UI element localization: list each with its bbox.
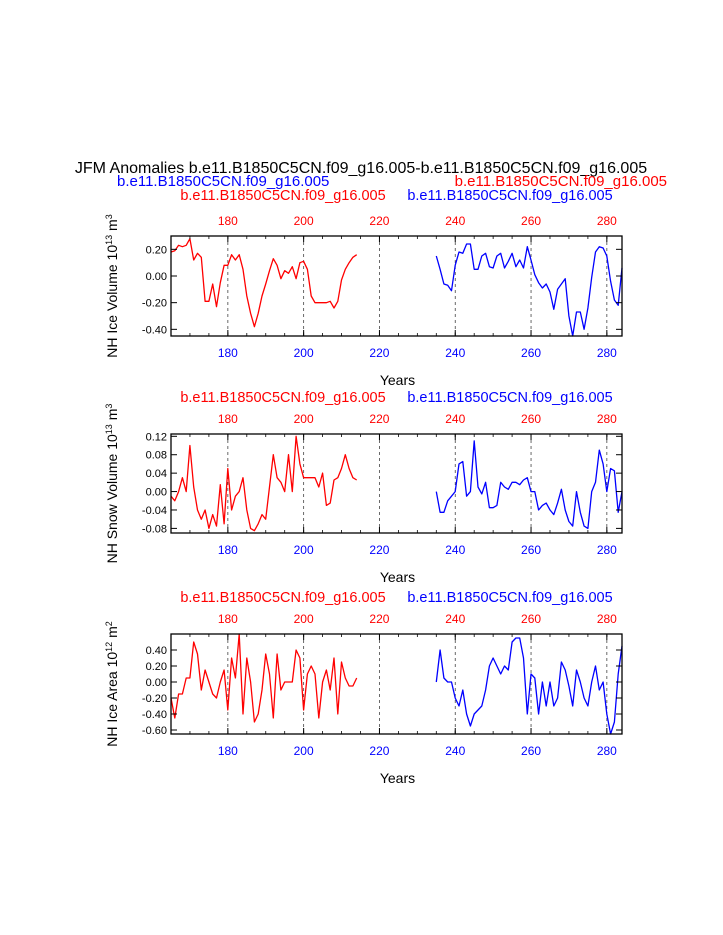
x-tick-label-red: 260 <box>521 412 541 426</box>
red-case-label: b.e11.B1850C5CN.f09_g16.005 <box>180 390 385 406</box>
x-tick-label-blue: 180 <box>218 346 238 360</box>
y-tick-label: -0.20 <box>142 693 167 705</box>
x-axis-label: Years <box>380 372 415 388</box>
x-tick-label-red: 240 <box>445 214 465 228</box>
x-tick-label-red: 200 <box>294 214 314 228</box>
y-tick-label: 0.12 <box>146 431 167 443</box>
x-tick-label-red: 220 <box>369 612 389 626</box>
figure-title: JFM Anomalies b.e11.B1850C5CN.f09_g16.00… <box>75 160 647 177</box>
y-tick-label: 0.00 <box>146 487 167 499</box>
x-tick-label-red: 220 <box>369 214 389 228</box>
blue-series-line <box>435 637 623 735</box>
y-axis-label-unit-exponent: 3 <box>104 214 114 219</box>
y-tick-label: -0.04 <box>142 505 167 517</box>
x-tick-label-red: 180 <box>218 214 238 228</box>
x-tick-label-blue: 220 <box>369 346 389 360</box>
blue-series-line <box>435 440 623 530</box>
red-series-line <box>170 435 358 532</box>
red-case-label: b.e11.B1850C5CN.f09_g16.005 <box>180 188 385 204</box>
y-tick-label: 0.20 <box>146 244 167 256</box>
y-axis-label-unit-exponent: 2 <box>104 621 114 626</box>
x-tick-label-red: 220 <box>369 412 389 426</box>
x-tick-label-red: 240 <box>445 612 465 626</box>
x-tick-label-red: 200 <box>294 612 314 626</box>
x-tick-label-blue: 200 <box>294 543 314 557</box>
x-tick-label-red: 260 <box>521 612 541 626</box>
plot-frame <box>170 633 623 735</box>
chart-panels: 0.20 0.00 -0.20 -0.40 180 200 220 240 260 280 180 2… <box>104 188 623 786</box>
x-axis-label: Years <box>380 770 415 786</box>
y-axis-label-exponent: 13 <box>104 235 114 245</box>
x-tick-label-blue: 200 <box>294 744 314 758</box>
blue-case-label: b.e11.B1850C5CN.f09_g16.005 <box>407 188 612 204</box>
x-tick-label-red: 280 <box>597 412 617 426</box>
x-tick-label-blue: 240 <box>445 744 465 758</box>
x-tick-label-blue: 280 <box>597 346 617 360</box>
y-tick-label: 0.20 <box>146 661 167 673</box>
x-axis-label: Years <box>380 569 415 585</box>
blue-case-label: b.e11.B1850C5CN.f09_g16.005 <box>407 590 612 606</box>
x-tick-label-red: 260 <box>521 214 541 228</box>
y-axis-label-text: NH Ice Area 10 <box>104 652 120 747</box>
y-tick-label: -0.60 <box>142 725 167 737</box>
chart-panel-1: 0.20 0.00 -0.20 -0.40 180 200 220 240 260 280 180 2… <box>104 188 623 388</box>
y-axis-label-text: NH Snow Volume 10 <box>104 434 120 563</box>
x-tick-label-blue: 240 <box>445 543 465 557</box>
x-tick-label-blue: 180 <box>218 543 238 557</box>
y-tick-label: 0.40 <box>146 645 167 657</box>
y-axis-label-unit: m <box>104 409 120 425</box>
y-tick-label: -0.40 <box>142 324 167 336</box>
y-axis-label: NH Snow Volume 1013 m3 <box>104 404 120 564</box>
blue-case-label: b.e11.B1850C5CN.f09_g16.005 <box>407 390 612 406</box>
x-tick-label-red: 180 <box>218 412 238 426</box>
y-axis-label-unit-exponent: 3 <box>104 404 114 409</box>
blue-series-line <box>435 243 623 337</box>
y-axis-label-text: NH Ice Volume 10 <box>104 245 120 358</box>
y-tick-label: 0.08 <box>146 450 167 462</box>
x-tick-label-blue: 220 <box>369 744 389 758</box>
y-axis-label-unit: m <box>104 219 120 235</box>
red-series-line <box>170 238 358 328</box>
red-series-line <box>170 633 358 723</box>
x-tick-label-blue: 240 <box>445 346 465 360</box>
chart-panel-3: 0.40 0.20 0.00 -0.20 -0.40 -0.60 180 200 220 240 2… <box>104 590 623 786</box>
y-tick-label: -0.08 <box>142 523 167 535</box>
y-axis-label: NH Ice Volume 1013 m3 <box>104 214 120 357</box>
y-axis-label: NH Ice Area 1012 m2 <box>104 621 120 747</box>
x-tick-label-blue: 220 <box>369 543 389 557</box>
figure-subtitle-right: b.e11.B1850C5CN.f09_g16.005 <box>455 173 667 190</box>
x-tick-label-blue: 280 <box>597 744 617 758</box>
y-axis-label-unit: m <box>104 626 120 642</box>
x-tick-label-red: 240 <box>445 412 465 426</box>
y-tick-label: -0.20 <box>142 298 167 310</box>
y-tick-label: -0.40 <box>142 709 167 721</box>
x-tick-label-blue: 260 <box>521 543 541 557</box>
x-tick-label-blue: 260 <box>521 346 541 360</box>
x-tick-label-red: 280 <box>597 214 617 228</box>
x-tick-label-red: 280 <box>597 612 617 626</box>
x-tick-label-blue: 180 <box>218 744 238 758</box>
y-axis-label-exponent: 13 <box>104 424 114 434</box>
x-tick-label-blue: 200 <box>294 346 314 360</box>
plot-frame <box>170 235 623 337</box>
figure-subtitle-left: b.e11.B1850C5CN.f09_g16.005 <box>117 173 329 190</box>
y-tick-label: 0.00 <box>146 271 167 283</box>
x-tick-label-red: 200 <box>294 412 314 426</box>
x-tick-label-blue: 280 <box>597 543 617 557</box>
red-case-label: b.e11.B1850C5CN.f09_g16.005 <box>180 590 385 606</box>
x-tick-label-blue: 260 <box>521 744 541 758</box>
x-tick-label-red: 180 <box>218 612 238 626</box>
plot-frame <box>170 433 623 534</box>
chart-panel-2: 0.12 0.08 0.04 0.00 -0.04 -0.08 180 200 220 240 26… <box>104 390 623 585</box>
y-axis-label-exponent: 12 <box>104 642 114 652</box>
y-tick-label: 0.04 <box>146 468 167 480</box>
y-tick-label: 0.00 <box>146 677 167 689</box>
